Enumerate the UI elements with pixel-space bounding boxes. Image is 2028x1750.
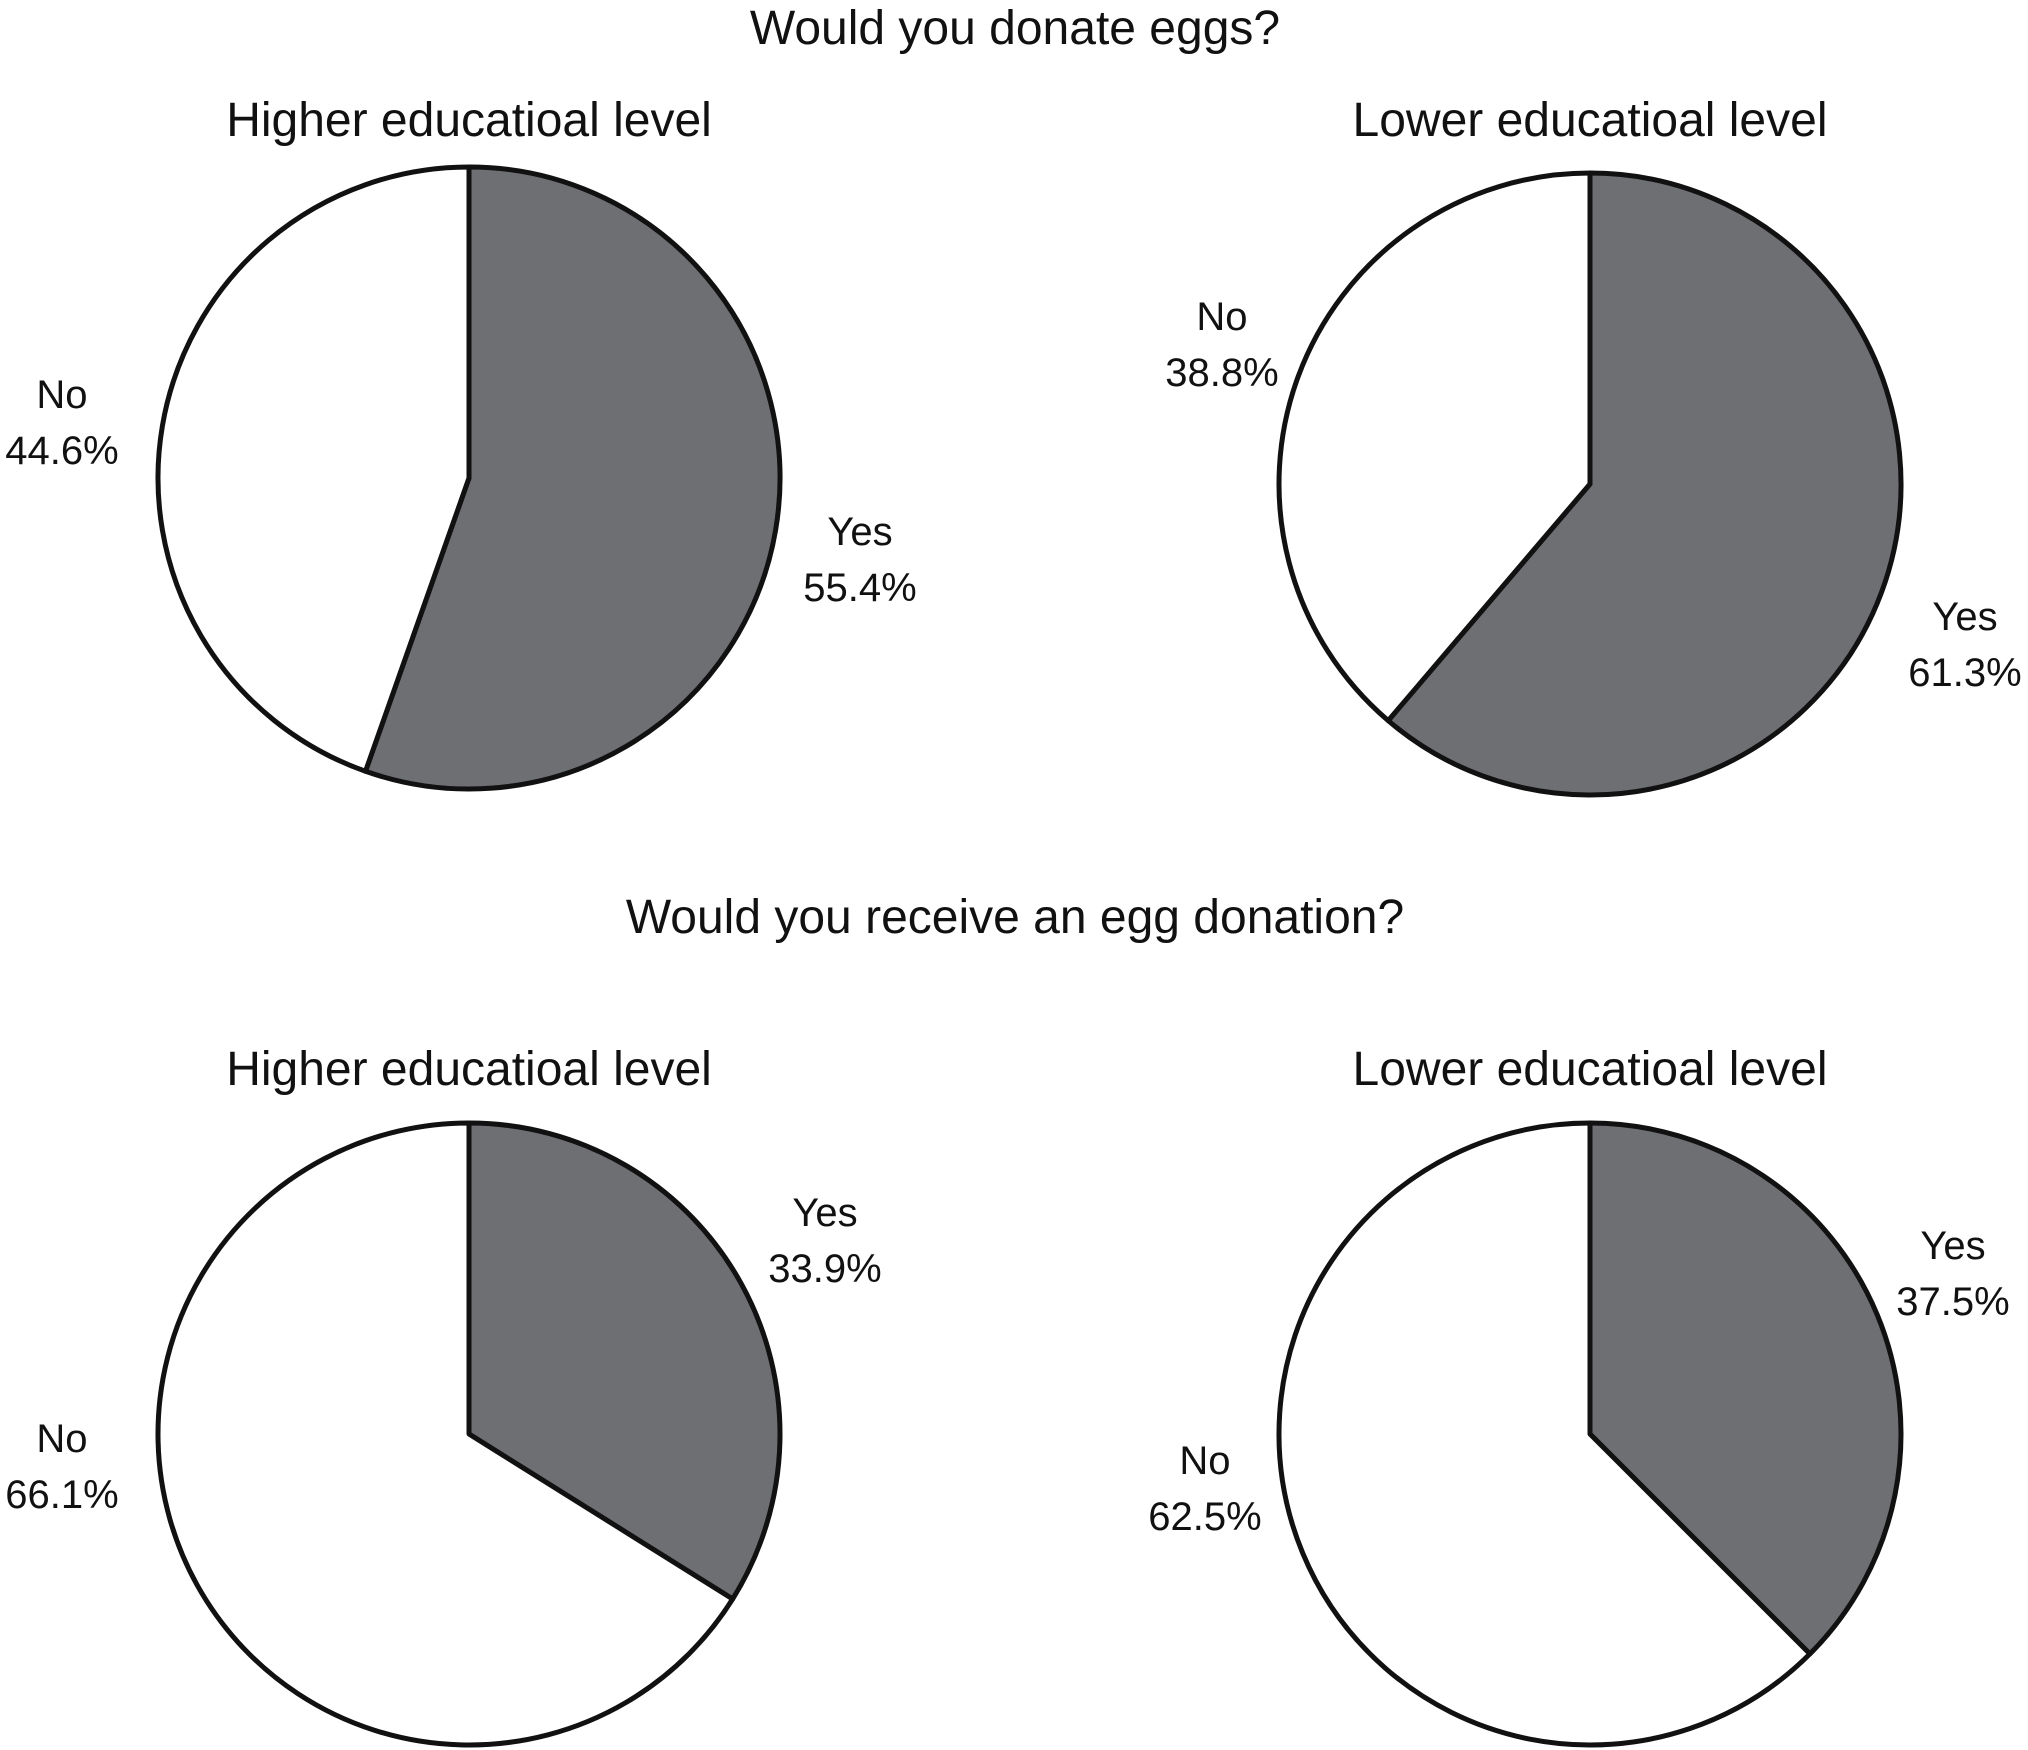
pie-chart-4: Lower educatioal level Yes 37.5% No 62.5% (1148, 1043, 2010, 1748)
pie-chart-3: Higher educatioal level Yes 33.9% No 66.1% (5, 1043, 882, 1748)
pie-slice-yes (1587, 1120, 1904, 1657)
section-title-donate: Would you donate eggs? (750, 2, 1280, 55)
slice-value-label-yes: 33.9% (768, 1247, 881, 1291)
slice-value-label-yes: 55.4% (803, 566, 916, 610)
slice-name-label-no: No (36, 1417, 87, 1461)
slice-name-label-yes: Yes (1920, 1224, 1985, 1268)
slice-value-label-yes: 37.5% (1896, 1280, 2009, 1324)
pie-slice-no (1276, 1120, 1813, 1748)
pie-chart-2: Lower educatioal level Yes 61.3% No 38.8% (1165, 94, 2022, 798)
pie-slice-no (155, 1120, 736, 1748)
slice-value-label-no: 44.6% (5, 429, 118, 473)
pie-slice-no (155, 164, 472, 774)
pie-slice-no (1276, 170, 1593, 724)
slice-name-label-no: No (1179, 1439, 1230, 1483)
pie-chart-1: Higher educatioal level Yes 55.4% No 44.6% (5, 94, 917, 792)
slice-value-label-no: 38.8% (1165, 351, 1278, 395)
section-title-receive: Would you receive an egg donation? (626, 891, 1404, 944)
pies-group: Higher educatioal level Yes 55.4% No 44.6% Lo… (5, 94, 2022, 1748)
slice-value-label-no: 62.5% (1148, 1495, 1261, 1539)
slice-name-label-yes: Yes (827, 510, 892, 554)
pie-slice-yes (1385, 170, 1904, 798)
slice-value-label-no: 66.1% (5, 1473, 118, 1517)
slice-name-label-no: No (1196, 295, 1247, 339)
slice-name-label-yes: Yes (1932, 595, 1997, 639)
pie-title: Higher educatioal level (226, 94, 712, 147)
pie-title: Lower educatioal level (1353, 1043, 1828, 1096)
pie-title: Higher educatioal level (226, 1043, 712, 1096)
slice-name-label-no: No (36, 373, 87, 417)
slice-value-label-yes: 61.3% (1908, 651, 2021, 695)
pie-title: Lower educatioal level (1353, 94, 1828, 147)
slice-name-label-yes: Yes (792, 1191, 857, 1235)
